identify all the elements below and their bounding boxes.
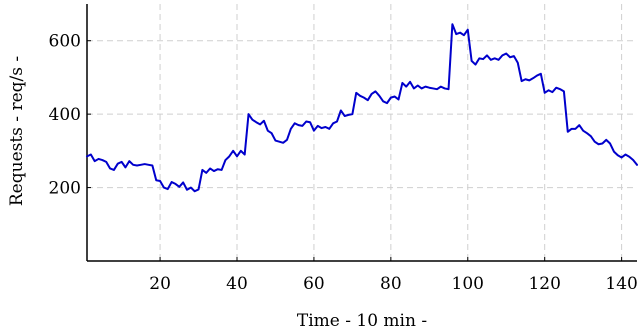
series-line <box>86 23 638 193</box>
x-tick-label: 100 <box>452 274 484 294</box>
y-tick-label: 600 <box>49 32 81 52</box>
x-tick-label: 20 <box>149 274 171 294</box>
series <box>86 23 638 193</box>
x-tick-label: 40 <box>226 274 248 294</box>
x-tick-label: 140 <box>605 274 637 294</box>
x-axis-title: Time - 10 min - <box>297 311 427 331</box>
y-tick-label: 200 <box>49 179 81 199</box>
x-tick-label: 60 <box>303 274 325 294</box>
x-tick-label: 80 <box>380 274 402 294</box>
grid-lines <box>87 4 637 261</box>
y-tick-label: 400 <box>49 105 81 125</box>
y-axis-ticks: 200 400 600 <box>49 32 91 199</box>
x-tick-label: 120 <box>528 274 560 294</box>
x-axis-ticks: 20 40 60 80 100 120 140 <box>149 257 638 294</box>
y-axis-title: Requests - req/s - <box>7 56 27 206</box>
axes <box>86 4 637 262</box>
